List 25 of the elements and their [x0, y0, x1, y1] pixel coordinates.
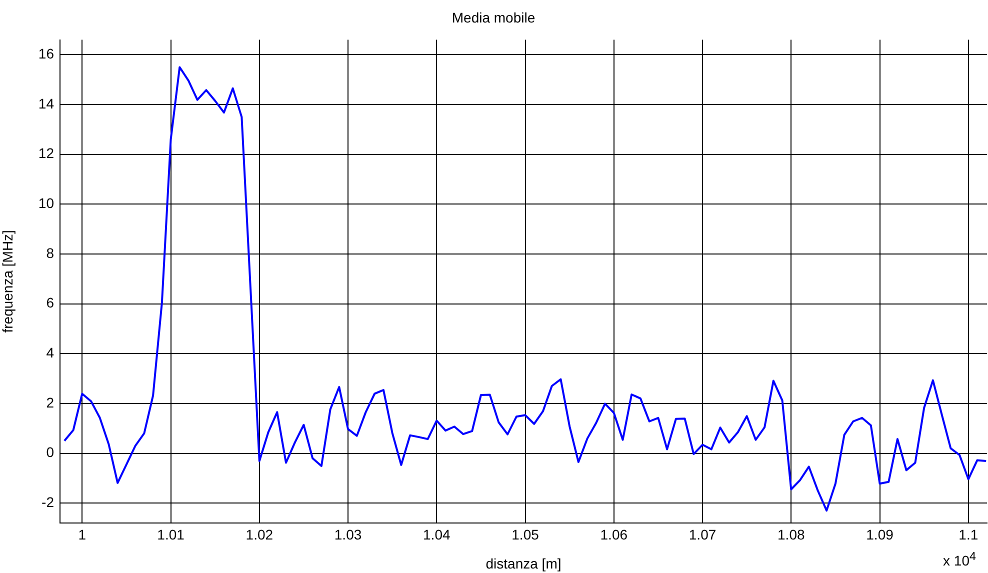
chart-title: Media mobile: [452, 9, 536, 26]
y-tick-label: 0: [46, 444, 54, 460]
x-tick-label: 1.1: [958, 526, 978, 542]
y-tick-label: 8: [46, 244, 54, 261]
x-axis-title: distanza [m]: [486, 555, 562, 572]
x-tick-label: 1.04: [423, 526, 450, 542]
x-tick-label: 1.08: [778, 526, 805, 542]
y-axis-title: frequenza [MHz]: [0, 230, 16, 333]
x-tick-label: 1.09: [866, 526, 894, 542]
y-tick-label: 10: [38, 195, 54, 212]
x-tick-label: 1.02: [246, 526, 274, 542]
y-tick-label: 16: [38, 46, 54, 62]
x-tick-label: 1.01: [157, 526, 185, 542]
y-tick-label: 6: [46, 294, 54, 311]
y-tick-label: 2: [46, 394, 54, 410]
x-tick-label: 1.03: [334, 526, 362, 542]
y-tick-label: 12: [38, 145, 54, 162]
text: x 10$^{4}$: [943, 550, 976, 569]
x-tick-label: 1.06: [600, 526, 628, 542]
y-tick-label: 4: [46, 344, 54, 360]
y-tick-label: -2: [42, 494, 54, 510]
x-tick-label: 1: [78, 526, 86, 542]
y-tick-label: 14: [38, 95, 54, 112]
x-tick-label: 1.05: [512, 526, 540, 542]
x-tick-label: 1.07: [688, 526, 716, 542]
